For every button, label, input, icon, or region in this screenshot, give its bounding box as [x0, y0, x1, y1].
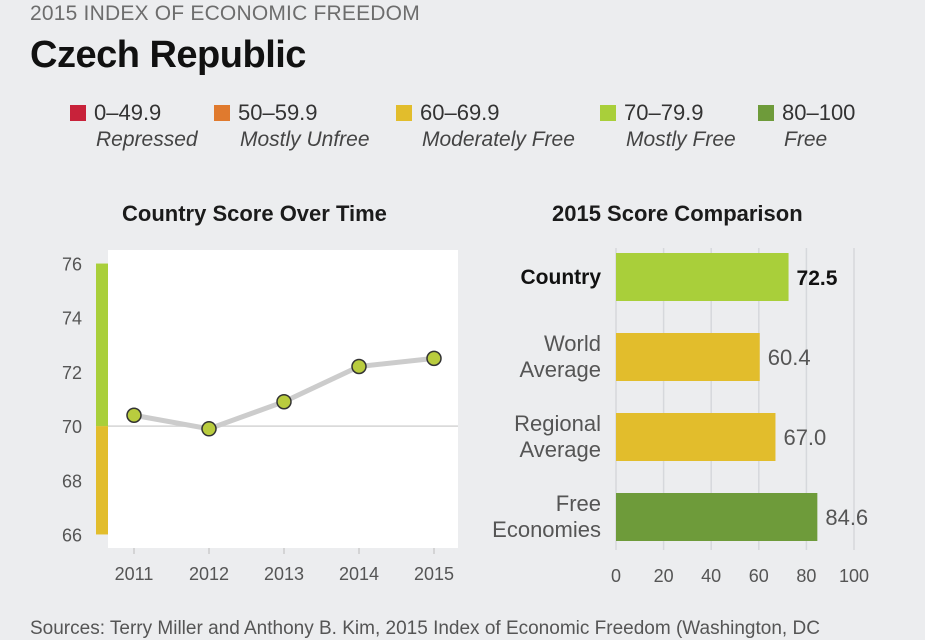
bar-chart: 0 20 40 60 80 10072.5Country60.4WorldAverage6… — [492, 248, 869, 586]
legend-range: 50–59.9 — [238, 100, 318, 125]
legend: 0–49.9 Repressed 50–59.9 Mostly Unfree 6… — [0, 100, 925, 160]
y-tick-label: 68 — [62, 471, 82, 491]
x-tick-label: 60 — [749, 566, 769, 586]
legend-swatch — [70, 105, 86, 121]
bar — [616, 333, 760, 381]
page-title: Czech Republic — [30, 34, 306, 76]
legend-range: 70–79.9 — [624, 100, 704, 125]
legend-label: Mostly Unfree — [240, 128, 370, 151]
bar — [616, 253, 789, 301]
legend-range: 0–49.9 — [94, 100, 162, 125]
bar-value-label: 67.0 — [783, 425, 826, 450]
x-tick-label: 2013 — [264, 564, 304, 584]
category-band — [96, 426, 108, 535]
category-label: Average — [519, 437, 601, 462]
legend-swatch — [396, 105, 412, 121]
supertitle: 2015 INDEX OF ECONOMIC FREEDOM — [30, 2, 420, 25]
y-tick-label: 72 — [62, 363, 82, 383]
legend-label: Free — [784, 128, 828, 151]
legend-item-moderately-free: 60–69.9 Moderately Free — [396, 100, 575, 152]
category-label: World — [544, 331, 601, 356]
y-tick-label: 76 — [62, 255, 82, 275]
data-point — [126, 407, 142, 424]
data-point — [201, 421, 217, 437]
x-tick-label: 2014 — [339, 564, 379, 584]
data-point — [351, 358, 367, 375]
legend-swatch — [758, 105, 774, 121]
category-label: Average — [519, 357, 601, 382]
x-tick-label: 80 — [796, 566, 816, 586]
legend-swatch — [600, 105, 616, 121]
x-tick-label: 2012 — [189, 564, 229, 584]
data-point — [276, 393, 292, 410]
data-point — [426, 350, 442, 367]
line-chart-title: Country Score Over Time — [122, 201, 387, 226]
legend-item-free: 80–100 Free — [758, 100, 855, 152]
category-label: Country — [521, 266, 602, 289]
line-chart: 66 68 70 72 74 76 2011 2012 2013 2014 2015 — [62, 250, 458, 584]
bar — [616, 493, 818, 541]
legend-swatch — [214, 105, 230, 121]
legend-item-repressed: 0–49.9 Repressed — [70, 100, 198, 152]
legend-label: Mostly Free — [626, 128, 736, 151]
legend-range: 60–69.9 — [420, 100, 500, 125]
x-tick-label: 2015 — [414, 564, 454, 584]
category-label: Economies — [492, 517, 601, 542]
legend-range: 80–100 — [782, 100, 856, 125]
x-tick-label: 20 — [654, 566, 674, 586]
sources-note: Sources: Terry Miller and Anthony B. Kim… — [30, 618, 820, 639]
legend-item-mostly-free: 70–79.9 Mostly Free — [600, 100, 736, 152]
category-band — [96, 263, 108, 427]
x-tick-label: 0 — [611, 566, 621, 586]
legend-item-mostly-unfree: 50–59.9 Mostly Unfree — [214, 100, 370, 152]
bar-value-label: 84.6 — [825, 505, 868, 530]
bar-chart-title: 2015 Score Comparison — [552, 201, 803, 226]
y-tick-label: 66 — [62, 525, 82, 545]
category-label: Regional — [514, 411, 601, 436]
bar-value-label: 60.4 — [768, 345, 811, 370]
legend-label: Moderately Free — [422, 128, 575, 151]
y-tick-label: 70 — [62, 417, 82, 437]
bar — [616, 413, 776, 461]
category-label: Free — [556, 491, 601, 516]
bar-value-label: 72.5 — [797, 267, 838, 290]
x-tick-label: 2011 — [115, 564, 154, 584]
legend-label: Repressed — [96, 128, 198, 151]
x-tick-label: 40 — [701, 566, 721, 586]
y-tick-label: 74 — [62, 309, 82, 329]
x-tick-label: 100 — [839, 566, 869, 586]
